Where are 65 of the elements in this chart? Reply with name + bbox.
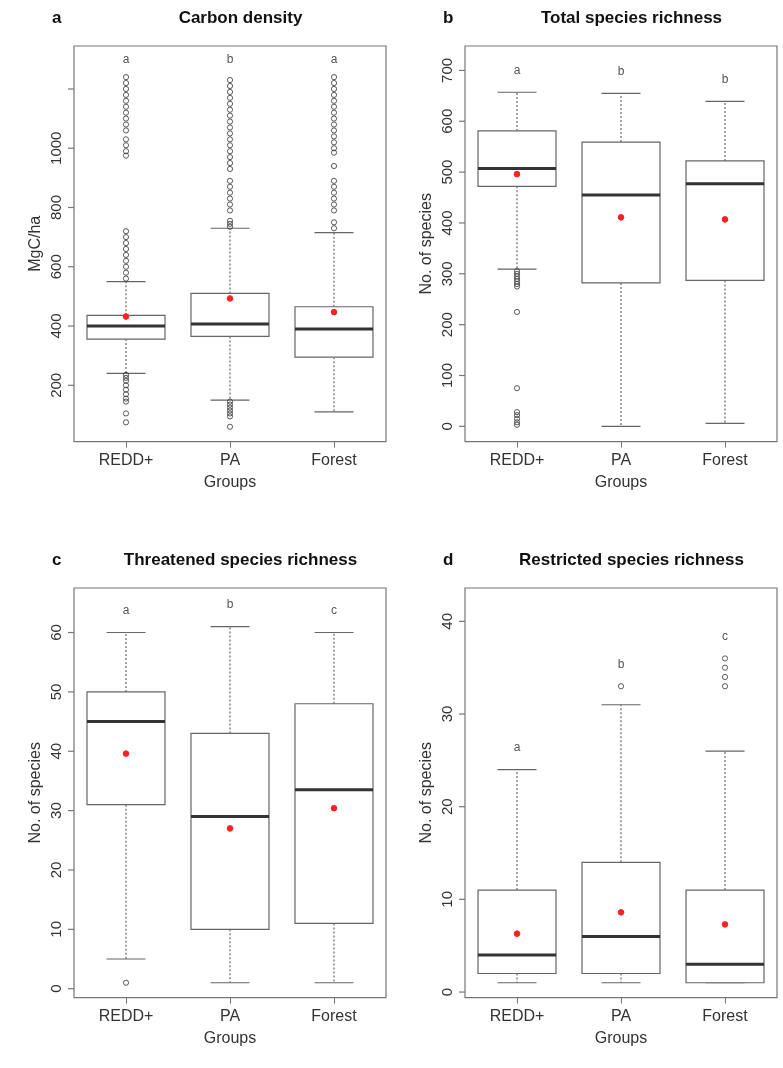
y-axis-title: No. of species <box>417 742 435 844</box>
annotation: b <box>226 52 234 67</box>
x-tick-label: PA <box>610 450 632 468</box>
y-tick-label: 200 <box>46 372 64 398</box>
y-tick-label: 400 <box>46 313 64 339</box>
y-tick-label: 20 <box>46 861 64 879</box>
x-tick-label: Forest <box>702 1006 749 1024</box>
annotation: c <box>331 602 337 617</box>
x-axis-title: Groups <box>203 1028 257 1046</box>
x-tick-label: REDD+ <box>489 450 545 468</box>
y-axis-title: No. of species <box>417 193 435 295</box>
y-tick-label: 0 <box>437 422 455 431</box>
x-tick-label: REDD+ <box>489 1006 545 1024</box>
y-tick-label: 40 <box>437 613 455 630</box>
x-tick-label: REDD+ <box>98 450 154 468</box>
y-tick-label: 60 <box>46 624 64 641</box>
y-tick-label: 10 <box>46 920 64 938</box>
text: c <box>52 550 62 570</box>
x-tick-label: PA <box>219 1006 241 1024</box>
y-tick-label: 20 <box>437 798 455 816</box>
x-tick-label: Forest <box>311 1006 358 1024</box>
y-tick-label: 300 <box>437 261 455 287</box>
annotation: b <box>617 656 625 671</box>
y-tick-label: 800 <box>46 194 64 221</box>
chart-title: Restricted species richness <box>518 550 745 570</box>
annotation: a <box>122 52 130 67</box>
y-tick-label: 50 <box>46 683 64 701</box>
text: b <box>443 8 454 28</box>
y-tick-label: 500 <box>437 159 455 185</box>
y-axis-title: MgC/ha <box>26 215 44 272</box>
text: a <box>52 8 62 28</box>
chart-title: Total species richness <box>539 8 724 28</box>
annotation: a <box>513 62 521 77</box>
annotation: b <box>617 63 625 78</box>
x-tick-label: PA <box>610 1006 632 1024</box>
annotation: a <box>513 739 521 754</box>
x-tick-label: REDD+ <box>98 1006 154 1024</box>
y-tick-label: 100 <box>437 362 455 389</box>
annotation: b <box>721 71 729 86</box>
x-tick-label: Forest <box>702 450 749 468</box>
annotation: a <box>122 602 130 617</box>
y-tick-label: 0 <box>437 987 455 997</box>
y-tick-label: 10 <box>437 891 455 908</box>
y-tick-label: 400 <box>437 210 455 236</box>
y-tick-label: 700 <box>437 57 455 83</box>
x-axis-title: Groups <box>594 472 648 490</box>
x-axis-title: Groups <box>594 1028 648 1046</box>
annotation: b <box>226 596 234 611</box>
y-tick-label: 200 <box>437 312 455 338</box>
y-tick-label: 600 <box>46 254 64 280</box>
y-tick-label: 600 <box>437 108 455 134</box>
text: d <box>443 550 454 570</box>
x-axis-title: Groups <box>203 472 257 490</box>
y-axis-title: No. of species <box>26 742 44 844</box>
y-tick-label: 30 <box>46 802 64 819</box>
chart-title: Carbon density <box>177 8 304 28</box>
annotation: a <box>330 52 338 67</box>
x-tick-label: PA <box>219 450 241 468</box>
chart-title: Threatened species richness <box>122 550 359 570</box>
y-tick-label: 1000 <box>46 131 64 165</box>
y-tick-label: 0 <box>46 984 64 993</box>
annotation: c <box>722 628 728 643</box>
y-tick-label: 30 <box>437 705 455 723</box>
x-tick-label: Forest <box>311 450 358 468</box>
y-tick-label: 40 <box>46 742 64 760</box>
